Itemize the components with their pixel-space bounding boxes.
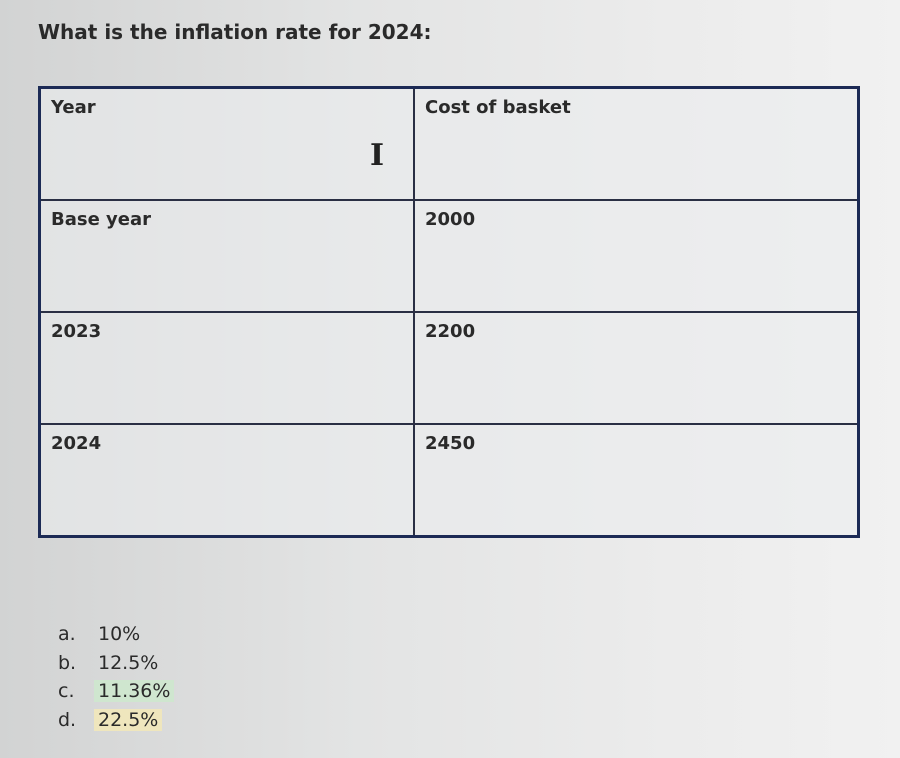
header-cost: Cost of basket [413,86,860,201]
option-value-highlighted: 22.5% [94,708,163,731]
table-row: Base year 2000 [38,199,860,313]
option-value-highlighted: 11.36% [94,680,175,703]
question-text: What is the inflation rate for 2024: [38,20,432,44]
table-row: 2024 2450 [38,423,860,538]
cell-cost: 2000 [413,199,860,313]
cell-year: 2024 [38,423,415,538]
header-year: Year [38,86,415,201]
option-letter: b. [58,651,77,674]
answer-options: a. 10% b. 12.5% c. 11.36% d. 22.5% [58,620,175,735]
cell-year: 2023 [38,311,415,425]
cell-cost: 2200 [413,311,860,425]
answer-option-c[interactable]: c. 11.36% [58,677,175,706]
cell-year: Base year [38,199,415,313]
table-header-row: Year Cost of basket [38,86,860,201]
data-table: Year Cost of basket Base year 2000 2023 … [38,86,860,538]
cell-cost: 2450 [413,423,860,538]
table-row: 2023 2200 [38,311,860,425]
option-value: 10% [98,623,141,646]
answer-option-d[interactable]: d. 22.5% [58,706,174,735]
option-letter: c. [58,680,75,703]
option-value: 12.5% [98,651,159,674]
answer-option-a[interactable]: a. 10% [58,620,174,649]
text-cursor-icon: I [370,138,385,173]
option-letter: d. [58,708,77,731]
option-letter: a. [58,623,76,646]
answer-option-b[interactable]: b. 12.5% [58,649,174,678]
